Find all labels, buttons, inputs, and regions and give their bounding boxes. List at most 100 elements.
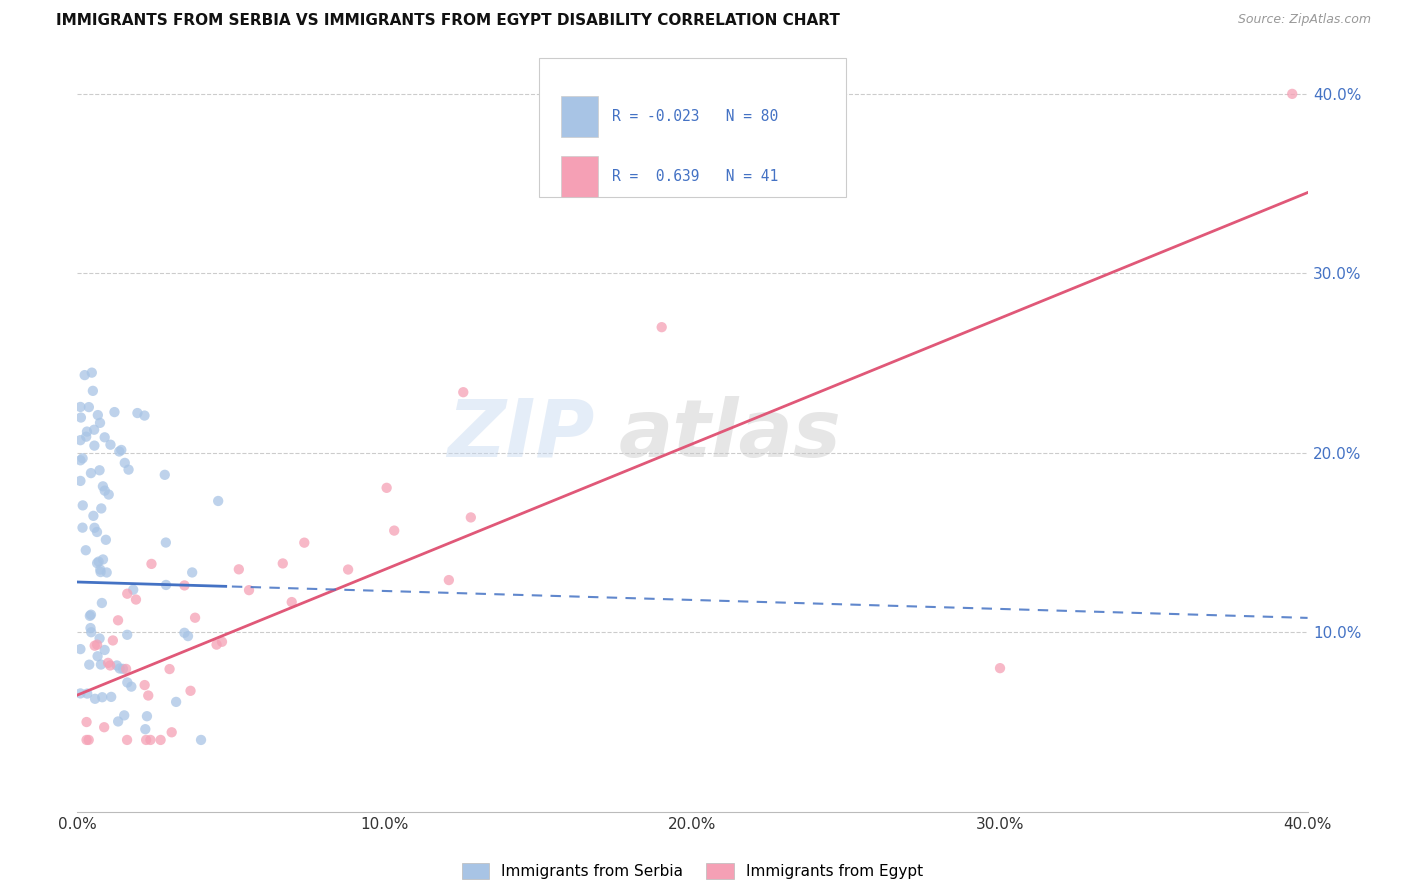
Point — [205, 638, 228, 652]
Point — [117, 462, 139, 476]
Point — [136, 689, 159, 703]
Point — [153, 467, 176, 482]
Point — [337, 563, 360, 577]
Point — [134, 678, 156, 692]
Point — [103, 405, 125, 419]
Legend: Immigrants from Serbia, Immigrants from Egypt: Immigrants from Serbia, Immigrants from … — [461, 863, 924, 880]
Point — [70, 410, 93, 425]
Point — [190, 733, 212, 747]
Point — [141, 557, 163, 571]
Point — [211, 634, 233, 648]
Point — [80, 466, 103, 480]
Point — [90, 501, 112, 516]
Point — [125, 592, 148, 607]
Point — [115, 662, 138, 676]
Point — [93, 430, 115, 444]
Point — [107, 613, 129, 627]
Point — [69, 400, 91, 414]
Bar — [561, 156, 598, 197]
Point — [134, 409, 156, 423]
Point — [69, 474, 91, 488]
Point — [77, 400, 100, 414]
Point — [97, 656, 120, 670]
Point — [988, 661, 1011, 675]
Point — [1281, 87, 1303, 101]
Point — [108, 661, 131, 675]
Point — [105, 658, 128, 673]
Point — [228, 562, 250, 576]
Point — [139, 733, 162, 747]
Point — [86, 556, 108, 570]
Point — [117, 587, 139, 601]
Point — [94, 533, 117, 547]
Point — [180, 683, 202, 698]
Point — [173, 578, 195, 592]
Point — [77, 733, 100, 747]
Point — [292, 535, 315, 549]
Point — [83, 639, 105, 653]
Text: IMMIGRANTS FROM SERBIA VS IMMIGRANTS FROM EGYPT DISABILITY CORRELATION CHART: IMMIGRANTS FROM SERBIA VS IMMIGRANTS FRO… — [56, 13, 841, 29]
Point — [135, 733, 157, 747]
Point — [134, 722, 156, 736]
Point — [207, 494, 229, 508]
Point — [100, 438, 122, 452]
Text: atlas: atlas — [619, 396, 841, 474]
Point — [115, 628, 138, 642]
Point — [651, 320, 673, 334]
Point — [98, 658, 121, 673]
Text: R = -0.023   N = 80: R = -0.023 N = 80 — [613, 109, 779, 124]
Point — [76, 714, 98, 729]
Point — [72, 521, 94, 535]
Point — [90, 596, 112, 610]
Point — [75, 543, 97, 558]
Point — [76, 425, 98, 439]
Point — [453, 385, 475, 400]
Point — [86, 649, 108, 664]
Bar — [561, 95, 598, 137]
Point — [72, 451, 94, 466]
Point — [77, 657, 100, 672]
Point — [91, 552, 114, 566]
Point — [69, 433, 91, 447]
Point — [271, 557, 294, 571]
Point — [86, 638, 108, 652]
Point — [114, 456, 136, 470]
Point — [149, 733, 172, 747]
Point — [101, 633, 124, 648]
Point — [100, 690, 122, 704]
Point — [82, 508, 104, 523]
Point — [86, 524, 108, 539]
Point — [76, 687, 98, 701]
Point — [69, 642, 91, 657]
Point — [84, 691, 107, 706]
Point — [82, 384, 104, 398]
Point — [89, 563, 111, 577]
Point — [87, 408, 110, 422]
Text: ZIP: ZIP — [447, 396, 595, 474]
Point — [173, 625, 195, 640]
Point — [69, 453, 91, 467]
Point — [80, 625, 103, 640]
Point — [90, 657, 112, 672]
Point — [89, 632, 111, 646]
Text: R =  0.639   N = 41: R = 0.639 N = 41 — [613, 169, 779, 184]
Point — [93, 643, 115, 657]
FancyBboxPatch shape — [538, 58, 846, 197]
Point — [72, 499, 94, 513]
Point — [184, 611, 207, 625]
Point — [111, 662, 134, 676]
Point — [94, 483, 117, 498]
Point — [91, 690, 114, 705]
Point — [89, 416, 111, 430]
Point — [437, 573, 460, 587]
Point — [122, 582, 145, 597]
Point — [76, 733, 98, 747]
Point — [96, 566, 118, 580]
Point — [159, 662, 181, 676]
Point — [181, 566, 204, 580]
Point — [375, 481, 398, 495]
Point — [160, 725, 183, 739]
Point — [120, 680, 142, 694]
Point — [97, 487, 120, 501]
Point — [382, 524, 405, 538]
